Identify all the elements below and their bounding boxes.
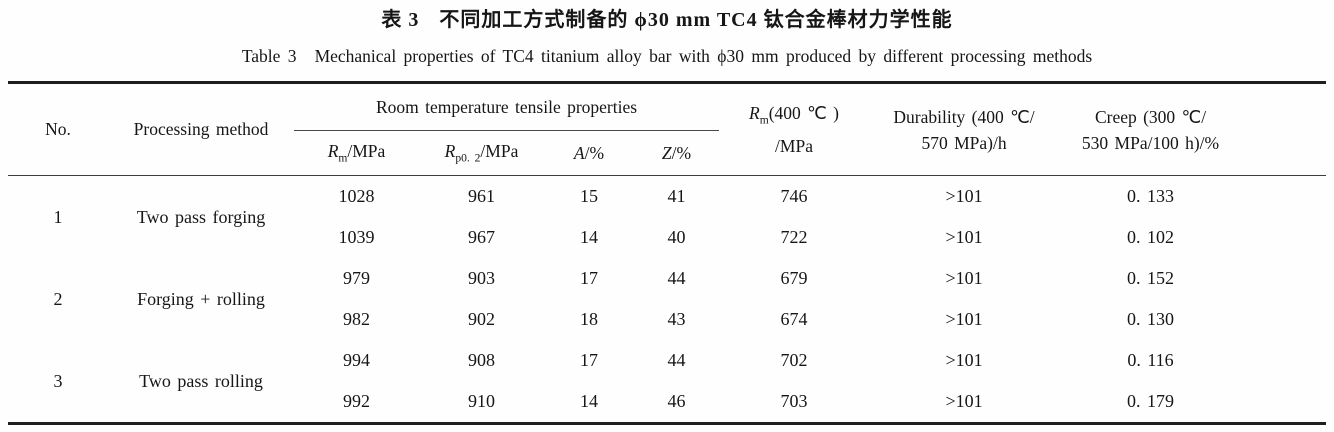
- col-header-no: No.: [45, 119, 71, 139]
- table-cell: 44: [667, 350, 686, 370]
- processing-method: Forging + rolling: [137, 288, 265, 309]
- table-cell: 14: [580, 227, 598, 247]
- table-cell: 0. 152: [1127, 268, 1175, 288]
- table-number-zh: 表 3: [381, 9, 420, 31]
- table-cell: 908: [468, 350, 495, 370]
- table-cell: 46: [667, 391, 686, 411]
- table-cell: 17: [580, 350, 598, 370]
- table-cell: 18: [580, 309, 598, 329]
- col-group-header-tensile: Room temperature tensile properties: [294, 82, 720, 131]
- table-cell: 1039: [338, 227, 375, 247]
- row-number: 1: [8, 175, 108, 258]
- table-cell: 979: [343, 268, 370, 288]
- table-title-en: Table 3 Mechanical properties of TC4 tita…: [0, 44, 1334, 68]
- table-cell: 0. 179: [1127, 391, 1175, 411]
- table-cell: 702: [780, 350, 808, 370]
- table-cell: 40: [667, 227, 686, 247]
- processing-method: Two pass forging: [108, 175, 294, 258]
- table-row: 2 Forging + rolling 979 903 17 44 679 >1…: [8, 258, 1326, 309]
- col-header-rm-400: Rm(400 ℃ ) /MPa: [749, 102, 840, 157]
- table-cell: 14: [580, 391, 598, 411]
- col-header-creep: Creep (300 ℃/ 530 MPa/100 h)/%: [1081, 106, 1220, 153]
- table-row: 1 Two pass forging 1028 961 15 41 746 >1…: [8, 175, 1327, 258]
- table-cell: 982: [343, 309, 370, 329]
- table-cell: >101: [869, 175, 1060, 217]
- col-header-processing-method: Processing method: [133, 119, 269, 139]
- table-title-zh-text: 不同加工方式制备的 ϕ30 mm TC4 钛合金棒材力学性能: [439, 9, 953, 31]
- table-cell: 992: [343, 391, 370, 411]
- col-header-rm: Rm/MPa: [327, 141, 386, 165]
- table-title-en-text: Mechanical properties of TC4 titanium al…: [314, 46, 1093, 66]
- table-cell: >101: [945, 268, 983, 288]
- table-cell: 722: [780, 227, 808, 247]
- table-cell: 0. 133: [1059, 175, 1327, 217]
- table-row: 1039 967 14 40 722 >101 0. 102: [8, 217, 1326, 258]
- table-cell: 17: [580, 268, 598, 288]
- table-cell: 967: [468, 227, 495, 247]
- table-cell: 0. 130: [1127, 309, 1175, 329]
- table-row: 3 Two pass rolling 994 908 17 44 702 >10…: [8, 340, 1326, 391]
- table-cell: >101: [945, 227, 983, 247]
- table-cell: 1028: [294, 175, 419, 217]
- col-header-rp02: Rp0. 2/MPa: [444, 141, 519, 165]
- col-header-z: Z/%: [661, 142, 692, 163]
- table-cell: 910: [468, 391, 495, 411]
- table-number-en: Table 3: [241, 46, 297, 66]
- col-header-a: A/%: [573, 142, 605, 163]
- table-row: 992 910 14 46 703 >101 0. 179: [8, 381, 1326, 424]
- table-cell: 746: [719, 175, 870, 217]
- row-number: 2: [53, 288, 63, 309]
- table-row: 982 902 18 43 674 >101 0. 130: [8, 299, 1326, 340]
- table-cell: 674: [780, 309, 808, 329]
- table-cell: >101: [945, 391, 983, 411]
- table-title-zh: 表 3 不同加工方式制备的 ϕ30 mm TC4 钛合金棒材力学性能: [0, 0, 1334, 34]
- row-number: 3: [53, 370, 63, 391]
- processing-method: Two pass rolling: [139, 370, 263, 391]
- table-cell: 15: [544, 175, 634, 217]
- table-cell: 994: [343, 350, 370, 370]
- table-cell: >101: [945, 309, 983, 329]
- table-cell: 43: [667, 309, 686, 329]
- table-cell: 703: [780, 391, 808, 411]
- mechanical-properties-table: No. Processing method Room temperature t…: [8, 81, 1327, 425]
- table-cell: 961: [419, 175, 544, 217]
- col-header-durability: Durability (400 ℃/ 570 MPa)/h: [893, 106, 1035, 153]
- table-cell: 0. 102: [1127, 227, 1175, 247]
- table-cell: 902: [468, 309, 495, 329]
- table-cell: 679: [780, 268, 808, 288]
- table-cell: >101: [945, 350, 983, 370]
- table-cell: 44: [667, 268, 686, 288]
- table-cell: 41: [634, 175, 720, 217]
- table-cell: 903: [468, 268, 495, 288]
- table-cell: 0. 116: [1127, 350, 1174, 370]
